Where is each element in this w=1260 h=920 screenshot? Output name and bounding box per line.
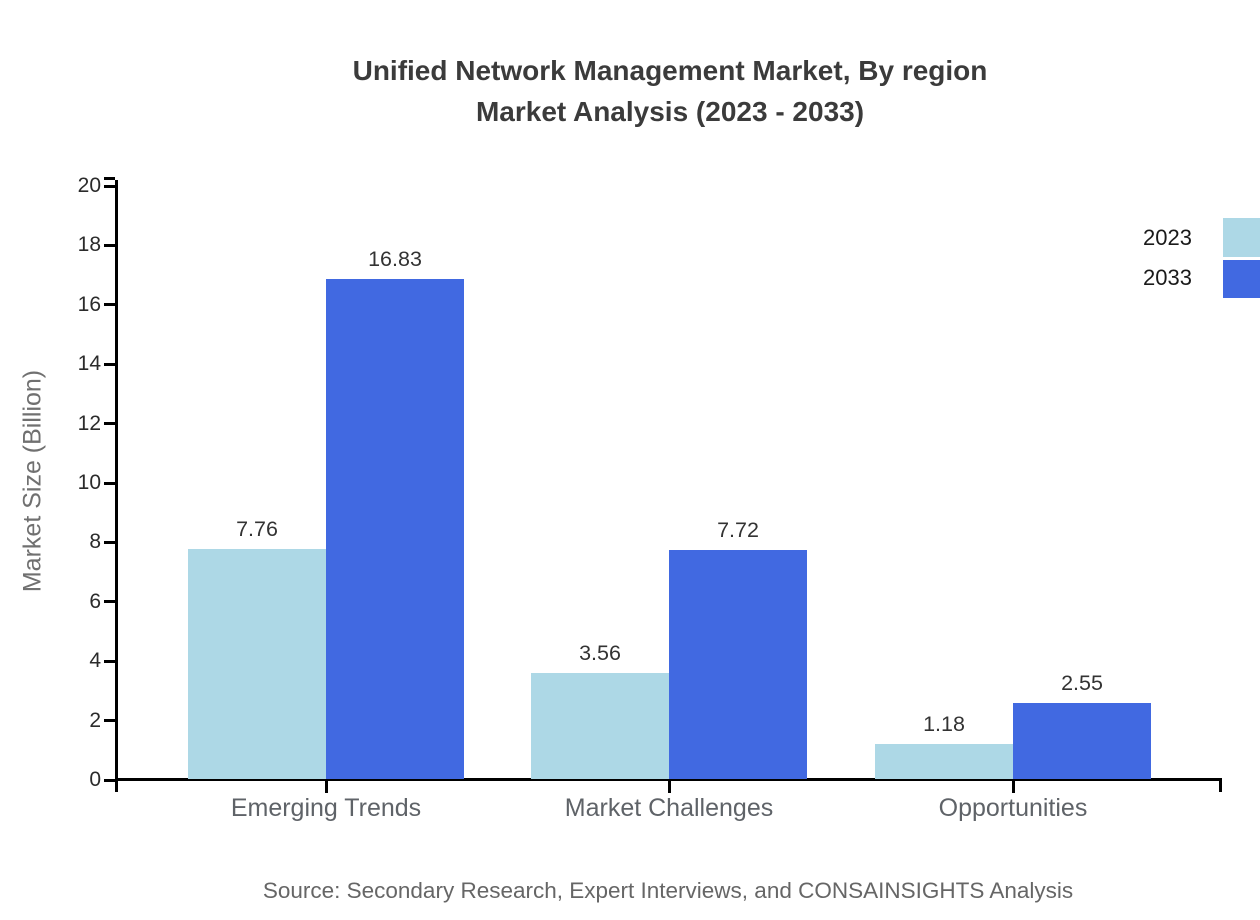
- category-label-opportunities: Opportunities: [938, 794, 1088, 822]
- y-axis-top-cap: [104, 177, 115, 180]
- category-label-market-challenges: Market Challenges: [564, 794, 774, 822]
- x-tick: [1011, 781, 1015, 793]
- y-tick-label: 8: [89, 530, 101, 554]
- x-axis-end-tick: [1219, 778, 1222, 792]
- legend-label-2023: 2023: [1143, 225, 1192, 250]
- y-tick-label: 6: [89, 589, 101, 613]
- bar-2023-opportunities: [875, 743, 1013, 779]
- bar-2023-market-challenges: [531, 673, 669, 779]
- y-tick: [104, 481, 115, 485]
- y-tick: [104, 422, 115, 426]
- y-tick-label: 18: [77, 233, 101, 257]
- bar-2033-opportunities: [1013, 703, 1151, 779]
- x-tick: [667, 781, 671, 793]
- y-tick-label: 16: [77, 292, 101, 316]
- y-tick-label: 12: [77, 411, 101, 435]
- y-tick: [104, 540, 115, 544]
- y-tick: [104, 184, 115, 188]
- y-tick-label: 2: [89, 708, 101, 732]
- y-axis-spine: [115, 180, 118, 792]
- y-tick-label: 4: [89, 649, 101, 673]
- bar-value-label: 1.18: [923, 711, 965, 736]
- y-tick: [104, 600, 115, 604]
- category-label-emerging-trends: Emerging Trends: [230, 794, 422, 822]
- chart-title: Unified Network Management Market, By re…: [80, 50, 1260, 132]
- x-axis-spine: [115, 778, 1222, 781]
- y-tick: [104, 303, 115, 307]
- legend-label-2033: 2033: [1143, 265, 1192, 290]
- legend-swatch-2033-icon: [1223, 260, 1260, 298]
- y-tick: [104, 362, 115, 366]
- y-tick-label: 20: [77, 174, 101, 197]
- bar-2033-emerging-trends: [326, 279, 464, 779]
- source-note: Source: Secondary Research, Expert Inter…: [262, 878, 1074, 903]
- bar-2023-emerging-trends: [188, 548, 326, 779]
- y-tick: [104, 719, 115, 723]
- chart-title-line2: Market Analysis (2023 - 2033): [475, 96, 865, 127]
- y-tick: [104, 243, 115, 247]
- y-tick-label: 10: [77, 471, 101, 494]
- legend-swatch-2023-icon: [1223, 218, 1260, 257]
- bar-value-label: 3.56: [579, 641, 621, 666]
- bar-2033-market-challenges: [669, 549, 807, 779]
- y-tick: [104, 778, 115, 782]
- bar-value-label: 7.76: [236, 516, 278, 541]
- x-tick: [324, 781, 328, 793]
- y-tick: [104, 659, 115, 663]
- bar-value-label: 16.83: [368, 247, 422, 272]
- bar-value-label: 7.72: [717, 517, 759, 542]
- chart-title-line1: Unified Network Management Market, By re…: [352, 55, 988, 86]
- y-tick-label: 0: [89, 768, 101, 791]
- bar-value-label: 2.55: [1061, 671, 1103, 696]
- y-tick-label: 14: [77, 352, 101, 376]
